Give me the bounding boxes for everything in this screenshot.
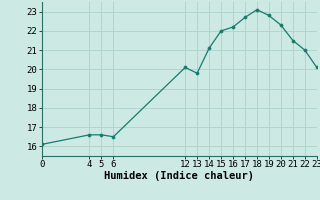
X-axis label: Humidex (Indice chaleur): Humidex (Indice chaleur) — [104, 171, 254, 181]
